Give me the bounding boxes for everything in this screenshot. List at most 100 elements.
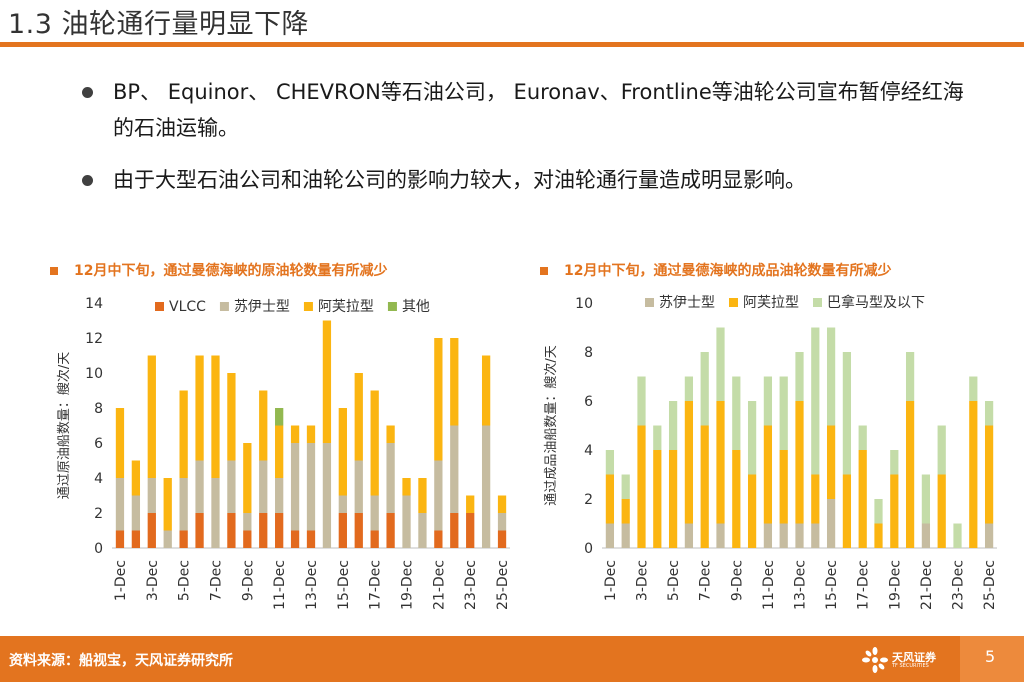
bar-segment xyxy=(984,425,994,524)
y-axis-label: 通过原油船数量：艘次/天 xyxy=(56,352,72,499)
y-tick-label: 6 xyxy=(584,394,593,410)
legend-swatch xyxy=(219,302,229,311)
bar-segment xyxy=(195,460,204,513)
legend-label: 阿芙拉型 xyxy=(318,298,374,315)
bar-segment xyxy=(290,425,300,443)
chart-title: 12月中下旬，通过曼德海峡的原油轮数量有所减少 xyxy=(74,263,388,279)
square-bullet-icon xyxy=(50,267,58,275)
legend-swatch xyxy=(729,298,738,307)
bar-segment xyxy=(195,355,204,461)
bar-segment xyxy=(497,495,507,513)
bar-segment xyxy=(386,443,395,513)
y-tick-label: 4 xyxy=(94,471,103,487)
bar-segment xyxy=(466,495,475,513)
bar-segment xyxy=(131,460,141,496)
bar-segment xyxy=(747,401,757,475)
bar-segment xyxy=(984,401,994,426)
bar-segment xyxy=(259,390,268,461)
x-tick-label: 3-Dec xyxy=(145,560,161,601)
x-tick-label: 1-Dec xyxy=(603,560,619,601)
y-tick-label: 4 xyxy=(584,443,593,459)
bar-segment xyxy=(370,530,379,548)
bar-segment xyxy=(905,352,915,401)
chart-heading: 12月中下旬，通过曼德海峡的原油轮数量有所减少 xyxy=(50,260,387,280)
y-tick-label: 12 xyxy=(85,331,103,347)
y-tick-label: 2 xyxy=(584,492,593,508)
bar-segment xyxy=(795,401,804,524)
x-tick-label: 17-Dec xyxy=(856,560,872,610)
bar-segment xyxy=(874,499,883,524)
bar-segment xyxy=(497,530,507,548)
bar-segment xyxy=(842,474,852,548)
bar-segment xyxy=(163,478,172,531)
y-tick-label: 0 xyxy=(94,541,103,557)
bar-segment xyxy=(605,450,615,475)
y-tick-label: 14 xyxy=(85,296,103,312)
x-tick-label: 9-Dec xyxy=(240,560,256,601)
bullet-dot-icon xyxy=(82,87,93,98)
flower-logo-icon xyxy=(862,647,888,673)
title-divider xyxy=(0,42,1024,47)
x-tick-label: 11-Dec xyxy=(761,560,777,610)
bar-segment xyxy=(434,530,443,548)
y-tick-label: 10 xyxy=(575,296,593,312)
company-logo: 天风证券 TF SECURITIES xyxy=(862,646,942,676)
bar-segment xyxy=(115,408,125,478)
bar-segment xyxy=(131,530,141,548)
x-tick-label: 5-Dec xyxy=(666,560,682,601)
bar-segment xyxy=(984,523,994,548)
bar-segment xyxy=(921,474,931,524)
bar-segment xyxy=(716,523,725,548)
bar-segment xyxy=(322,443,332,548)
bar-segment xyxy=(811,523,820,548)
bar-segment xyxy=(243,513,252,531)
chart-title: 12月中下旬，通过曼德海峡的成品油轮数量有所减少 xyxy=(564,263,892,279)
bar-segment xyxy=(402,478,411,496)
crude-tanker-chart: 0 2 4 6 8 10 12 14 通过原油船数量：艘次/天 1-Dec 3-Dec 5-Dec 7-… xyxy=(56,296,511,610)
legend-swatch xyxy=(813,298,822,307)
bar-segment xyxy=(163,530,172,548)
y-axis-label: 通过成品油船数量：艘次/天 xyxy=(543,345,559,505)
bar-segment xyxy=(858,450,867,548)
square-bullet-icon xyxy=(540,267,548,275)
x-tick-label: 21-Dec xyxy=(919,560,935,610)
bar-segment xyxy=(858,425,867,450)
bar-segment xyxy=(179,530,188,548)
x-tick-label: 7-Dec xyxy=(698,560,714,601)
bar-segment xyxy=(811,474,820,524)
bar-segment xyxy=(637,425,646,548)
bar-segment xyxy=(842,352,852,475)
bar-segment xyxy=(921,523,931,548)
bar-segment xyxy=(605,474,615,524)
bar-segment xyxy=(826,327,836,426)
bar-segment xyxy=(179,478,188,531)
bar-segment xyxy=(338,408,347,496)
bar-segment xyxy=(668,450,678,548)
bar-segment xyxy=(953,523,962,548)
bar-segment xyxy=(605,523,615,548)
bar-segment xyxy=(275,408,284,426)
x-tick-label: 5-Dec xyxy=(177,560,193,601)
bar-segment xyxy=(227,513,236,548)
bullet-text: 由于大型石油公司和油轮公司的影响力较大，对油轮通行量造成明显影响。 xyxy=(113,168,806,192)
chart-heading: 12月中下旬，通过曼德海峡的成品油轮数量有所减少 xyxy=(540,260,891,280)
logo-subtitle: TF SECURITIES xyxy=(892,663,929,669)
page-number: 5 xyxy=(985,647,996,666)
x-tick-label: 13-Dec xyxy=(304,560,320,610)
bar-segment xyxy=(418,478,427,513)
x-tick-label: 21-Dec xyxy=(431,560,447,610)
bar-segment xyxy=(227,460,236,513)
bullet-text: BP、 Equinor、 CHEVRON等石油公司， Euronav、Front… xyxy=(113,80,964,140)
bar-segment xyxy=(259,460,268,513)
bar-segment xyxy=(450,513,459,548)
bar-segment xyxy=(732,376,741,450)
bar-segment xyxy=(434,460,443,531)
legend-swatch xyxy=(645,298,654,307)
bar-segment xyxy=(147,513,156,548)
bar-segment xyxy=(179,390,188,478)
x-tick-label: 15-Dec xyxy=(336,560,352,610)
bar-segment xyxy=(763,425,773,524)
bar-segment xyxy=(370,390,379,496)
bar-segment xyxy=(621,499,630,524)
bar-segment xyxy=(275,478,284,513)
